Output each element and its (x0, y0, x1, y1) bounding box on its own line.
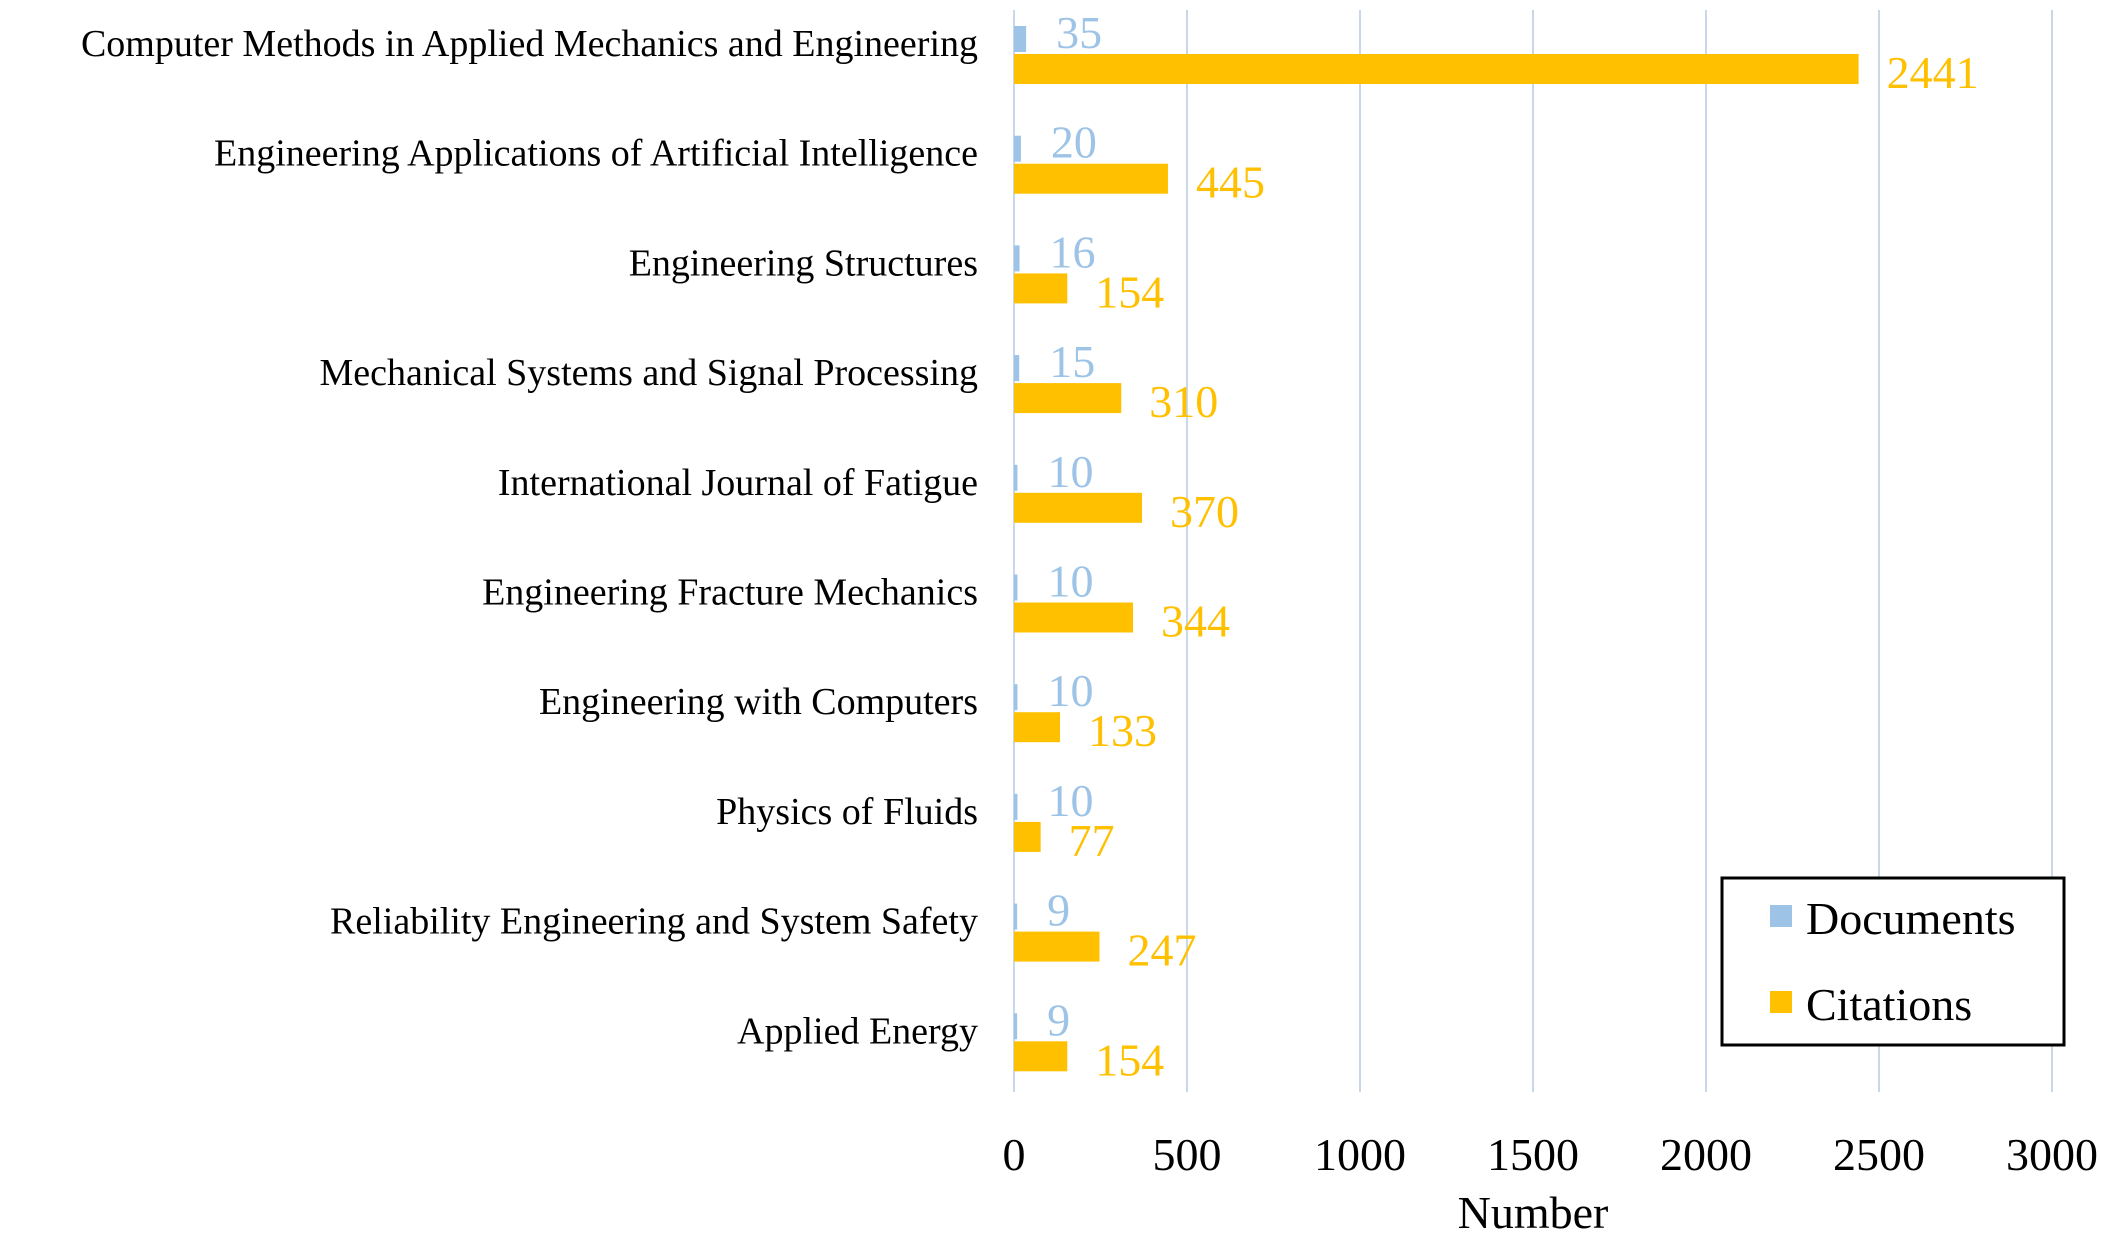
bar-citations-6 (1014, 712, 1061, 743)
bar-documents-1 (1014, 135, 1021, 162)
category-label-4: International Journal of Fatigue (498, 462, 978, 504)
data-label-documents-6: 10 (1047, 665, 1093, 716)
category-label-2: Engineering Structures (629, 242, 978, 284)
data-label-documents-8: 9 (1047, 885, 1070, 936)
legend-swatch-citations (1770, 991, 1792, 1013)
bar-documents-5 (1014, 574, 1018, 601)
bar-documents-7 (1014, 793, 1018, 820)
x-tick-label-0: 0 (1003, 1129, 1026, 1180)
category-label-8: Reliability Engineering and System Safet… (330, 901, 978, 943)
bar-citations-7 (1014, 821, 1041, 852)
bar-documents-8 (1014, 903, 1018, 930)
data-label-citations-4: 370 (1170, 486, 1239, 537)
bar-documents-6 (1014, 684, 1018, 711)
bar-citations-3 (1014, 383, 1122, 414)
data-label-documents-9: 9 (1047, 994, 1070, 1045)
bar-citations-9 (1014, 1041, 1068, 1072)
x-axis-title: Number (1458, 1187, 1609, 1238)
bar-citations-8 (1014, 931, 1100, 962)
category-label-5: Engineering Fracture Mechanics (482, 572, 978, 614)
category-label-6: Engineering with Computers (539, 681, 978, 723)
bar-documents-4 (1014, 464, 1018, 491)
data-label-documents-3: 15 (1049, 336, 1095, 387)
data-label-citations-0: 2441 (1887, 47, 1979, 98)
legend: Documents Citations (1720, 876, 2066, 1047)
data-label-documents-1: 20 (1051, 117, 1097, 168)
data-label-documents-4: 10 (1047, 446, 1093, 497)
bar-documents-2 (1014, 245, 1020, 272)
data-label-citations-3: 310 (1149, 376, 1218, 427)
bar-citations-4 (1014, 492, 1143, 523)
category-label-3: Mechanical Systems and Signal Processing (319, 352, 978, 394)
legend-label-citations: Citations (1806, 979, 1972, 1030)
bar-documents-0 (1014, 26, 1027, 52)
data-label-citations-5: 344 (1161, 596, 1230, 647)
data-label-citations-7: 77 (1069, 815, 1115, 866)
data-label-documents-2: 16 (1050, 226, 1096, 277)
legend-label-documents: Documents (1806, 893, 2016, 944)
data-label-citations-6: 133 (1088, 705, 1157, 756)
bar-citations-1 (1014, 163, 1168, 194)
axis-layer: Number 0 500 1000 1500 2000 2500 3000 (1003, 1129, 2099, 1238)
data-label-citations-8: 247 (1127, 925, 1196, 976)
category-label-9: Applied Energy (737, 1010, 978, 1052)
bar-citations-2 (1014, 273, 1068, 304)
labels-layer: Computer Methods in Applied Mechanics an… (81, 7, 1979, 1085)
x-tick-label-2000: 2000 (1660, 1129, 1752, 1180)
data-label-citations-2: 154 (1095, 266, 1164, 317)
x-tick-label-2500: 2500 (1833, 1129, 1925, 1180)
category-label-0: Computer Methods in Applied Mechanics an… (81, 23, 978, 65)
x-tick-label-3000: 3000 (2006, 1129, 2098, 1180)
data-label-documents-7: 10 (1047, 775, 1093, 826)
data-label-citations-1: 445 (1196, 157, 1265, 208)
grid-layer (1013, 10, 2053, 1092)
x-tick-label-1000: 1000 (1314, 1129, 1406, 1180)
x-tick-label-1500: 1500 (1487, 1129, 1579, 1180)
bar-documents-9 (1014, 1013, 1018, 1040)
category-label-7: Physics of Fluids (716, 791, 978, 833)
data-label-documents-5: 10 (1047, 556, 1093, 607)
x-tick-label-500: 500 (1153, 1129, 1222, 1180)
bars-layer (1014, 26, 1859, 1072)
bar-documents-3 (1014, 355, 1020, 382)
bar-citations-0 (1014, 54, 1859, 84)
category-label-1: Engineering Applications of Artificial I… (214, 133, 978, 175)
data-label-citations-9: 154 (1095, 1034, 1164, 1085)
legend-swatch-documents (1770, 905, 1792, 927)
data-label-documents-0: 35 (1056, 7, 1102, 58)
bar-citations-5 (1014, 602, 1134, 633)
